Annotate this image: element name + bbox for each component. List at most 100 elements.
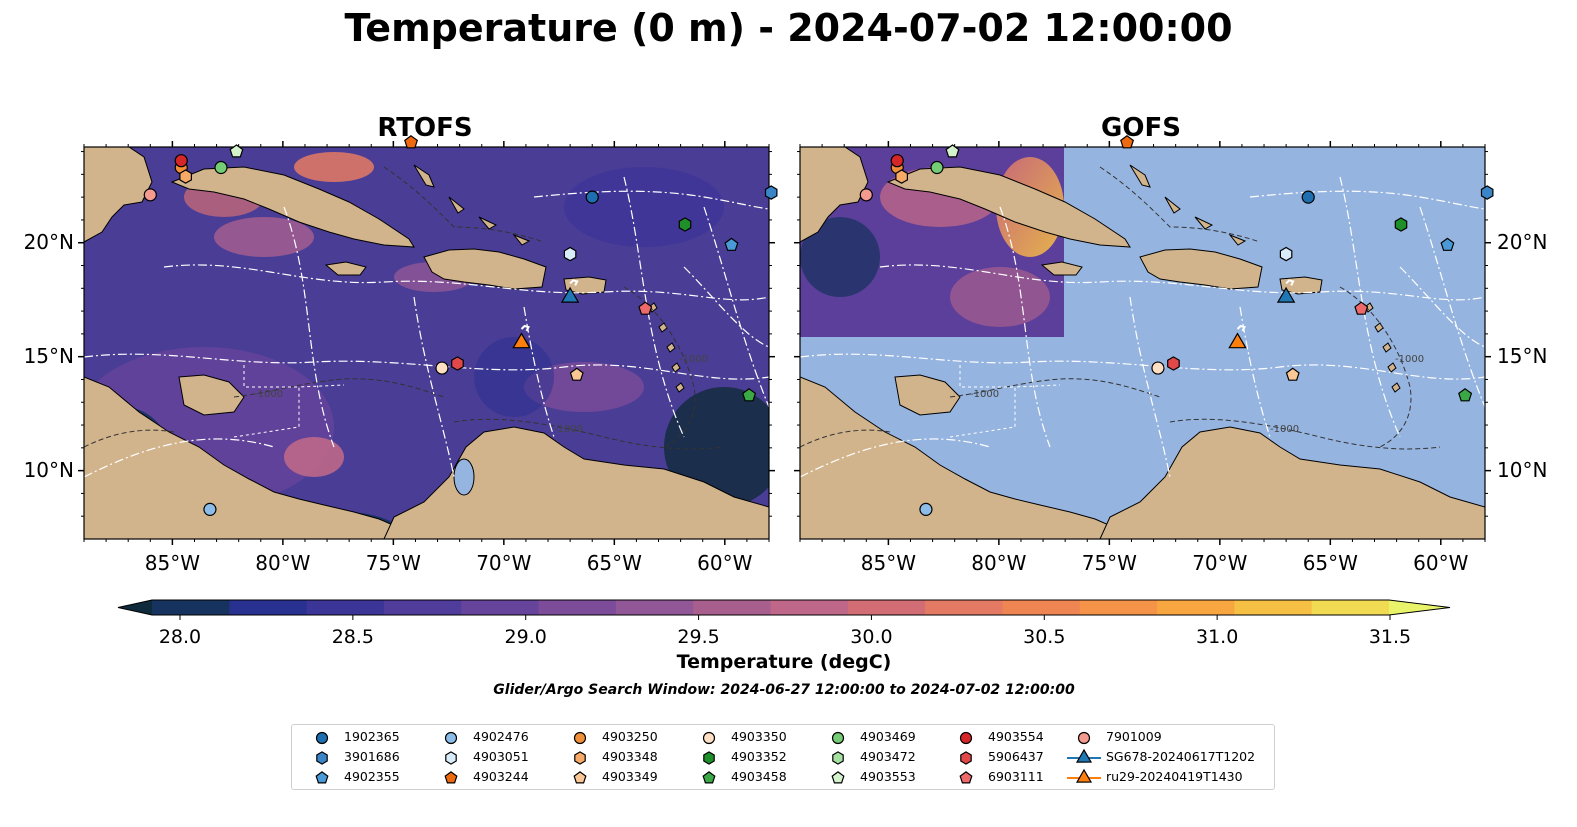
float-marker-4902476 xyxy=(203,502,217,516)
lon-tick-label: 75°W xyxy=(365,551,421,575)
lat-tick-label: 20°N xyxy=(23,229,74,254)
colorbar-segment xyxy=(1157,600,1235,615)
legend-label: 4903554 xyxy=(988,729,1044,744)
legend-marker xyxy=(959,731,973,745)
legend-marker xyxy=(960,751,972,765)
legend-marker xyxy=(444,771,458,784)
lon-tick-label: 75°W xyxy=(1081,551,1137,575)
lat-tick-label: 15°N xyxy=(1497,343,1548,368)
colorbar-segment xyxy=(229,600,308,615)
legend-marker xyxy=(573,771,587,784)
legend-item: 4903250 xyxy=(562,728,687,746)
float-marker-4903348 xyxy=(895,169,909,184)
float-marker-4902355 xyxy=(1440,237,1455,251)
float-marker-4903352 xyxy=(1394,217,1408,232)
glider-marker-SG678-20240617T1202 xyxy=(1276,286,1296,303)
legend-item: SG678-20240617T1202 xyxy=(1066,748,1271,766)
float-marker-5906437 xyxy=(1167,356,1180,371)
panel-title-rtofs: RTOFS xyxy=(377,113,473,143)
bathymetry-label: -1000 xyxy=(679,354,708,365)
colorbar-segment xyxy=(538,600,617,615)
colorbar-segment xyxy=(1311,600,1390,615)
colorbar-segment xyxy=(306,600,385,615)
glider-track xyxy=(569,279,579,286)
figure-title: Temperature (0 m) - 2024-07-02 12:00:00 xyxy=(344,6,1233,50)
colorbar-segment xyxy=(461,600,540,615)
lon-tick-label: 85°W xyxy=(144,551,200,575)
lat-tick-label: 10°N xyxy=(1497,457,1548,482)
legend-label: 6903111 xyxy=(988,769,1044,784)
float-marker-1902365 xyxy=(585,190,599,204)
colorbar-extend-low xyxy=(118,600,152,615)
bathymetry-label: -1000 xyxy=(554,424,583,435)
legend-item: ru29-20240419T1430 xyxy=(1066,768,1271,786)
colorbar-tick-label: 31.5 xyxy=(1369,626,1411,648)
legend-item: 7901009 xyxy=(1066,728,1271,746)
legend-item: 4903244 xyxy=(433,768,558,786)
lon-tick-label: 85°W xyxy=(860,551,916,575)
panel-title-gofs: GOFS xyxy=(1101,113,1181,143)
legend-item: 4902355 xyxy=(304,768,429,786)
legend-marker xyxy=(1075,748,1093,763)
legend-marker xyxy=(702,771,716,784)
legend-item: 4903554 xyxy=(948,728,1073,746)
lon-tick-label: 70°W xyxy=(476,551,532,575)
lon-tick-label: 60°W xyxy=(1413,551,1469,575)
legend-label: 4903350 xyxy=(731,729,787,744)
glider-track xyxy=(520,324,530,332)
float-marker-3901686 xyxy=(1480,185,1494,200)
legend-marker xyxy=(315,771,329,784)
float-marker-5906437 xyxy=(451,356,464,371)
float-marker-4903349 xyxy=(1285,367,1300,381)
float-marker-4903051 xyxy=(563,246,577,262)
legend-label: SG678-20240617T1202 xyxy=(1106,749,1256,764)
legend-item: 4903348 xyxy=(562,748,687,766)
glider-marker-ru29-20240419T1430 xyxy=(1228,332,1247,349)
legend-marker xyxy=(959,771,973,784)
colorbar-extend-high xyxy=(1389,600,1450,615)
axis-ticks xyxy=(78,141,1491,545)
bathymetry-label: -1000 xyxy=(970,389,999,400)
legend-label: 4903051 xyxy=(473,749,529,764)
map-rtofs xyxy=(84,147,769,539)
float-marker-4903458 xyxy=(1458,388,1473,402)
lat-tick-label: 20°N xyxy=(1497,229,1548,254)
legend-item: 4903469 xyxy=(820,728,945,746)
legend-label: 1902365 xyxy=(344,729,400,744)
float-marker-1902365 xyxy=(1301,190,1315,204)
legend-marker xyxy=(831,771,845,784)
legend-label: 4903469 xyxy=(860,729,916,744)
float-marker-4903350 xyxy=(1151,361,1165,375)
colorbar-tick-label: 29.5 xyxy=(677,626,719,648)
map-rtofs-frame xyxy=(83,146,770,540)
bathymetry-label: -1000 xyxy=(254,389,283,400)
legend-marker xyxy=(315,731,329,745)
bathymetry-labels: -1000 -1000 -1000 -1000 -1000 -1000 xyxy=(254,354,1424,435)
legend-label: 5906437 xyxy=(988,749,1044,764)
legend-marker xyxy=(573,731,587,745)
colorbar-tick-label: 29.0 xyxy=(505,626,547,648)
colorbar-segment xyxy=(770,600,849,615)
colorbar: 28.0 28.5 29.0 29.5 30.0 30.5 31.0 31.5 xyxy=(117,599,1451,648)
float-marker-4903348 xyxy=(179,169,192,184)
float-marker-4902476 xyxy=(919,502,933,516)
legend-marker xyxy=(703,751,715,765)
legend-label: 4903348 xyxy=(602,749,658,764)
float-marker-4903349 xyxy=(569,367,584,381)
legend-marker xyxy=(574,751,586,765)
float-marker-4903553 xyxy=(229,144,244,158)
legend-label: 4903553 xyxy=(860,769,916,784)
float-marker-4903350 xyxy=(435,361,449,375)
colorbar-segment xyxy=(615,600,694,615)
float-marker-4903051 xyxy=(1279,246,1293,262)
search-window-text: Glider/Argo Search Window: 2024-06-27 12… xyxy=(493,682,1075,698)
float-marker-4903469 xyxy=(214,160,228,175)
float-marker-6903111 xyxy=(638,301,653,315)
legend-label: 4903349 xyxy=(602,769,658,784)
legend-item: 4903352 xyxy=(691,748,816,766)
legend-label: 4903458 xyxy=(731,769,787,784)
legend-item: 4903553 xyxy=(820,768,945,786)
legend-item: 4903051 xyxy=(433,748,558,766)
colorbar-segment xyxy=(1002,600,1081,615)
legend-item: 4902476 xyxy=(433,728,558,746)
